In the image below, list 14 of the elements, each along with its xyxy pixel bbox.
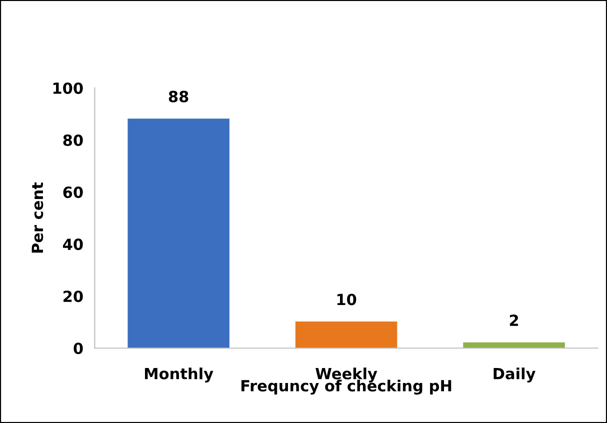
- y-axis-title: Per cent: [32, 182, 44, 253]
- data-label: 88: [168, 90, 188, 102]
- y-tick-label: 40: [63, 238, 83, 250]
- y-tick-label: 80: [63, 134, 83, 146]
- bar: [295, 322, 398, 348]
- data-label: 2: [510, 314, 518, 326]
- y-tick-label: 60: [63, 186, 83, 198]
- bar: [128, 118, 230, 348]
- y-tick-label: 20: [64, 290, 83, 302]
- y-tick-label: 100: [53, 82, 83, 94]
- data-label: 10: [337, 294, 356, 306]
- x-tick-label: Daily: [494, 368, 536, 382]
- x-tick-label: Monthly: [144, 368, 214, 382]
- y-tick-label: 0: [74, 342, 83, 354]
